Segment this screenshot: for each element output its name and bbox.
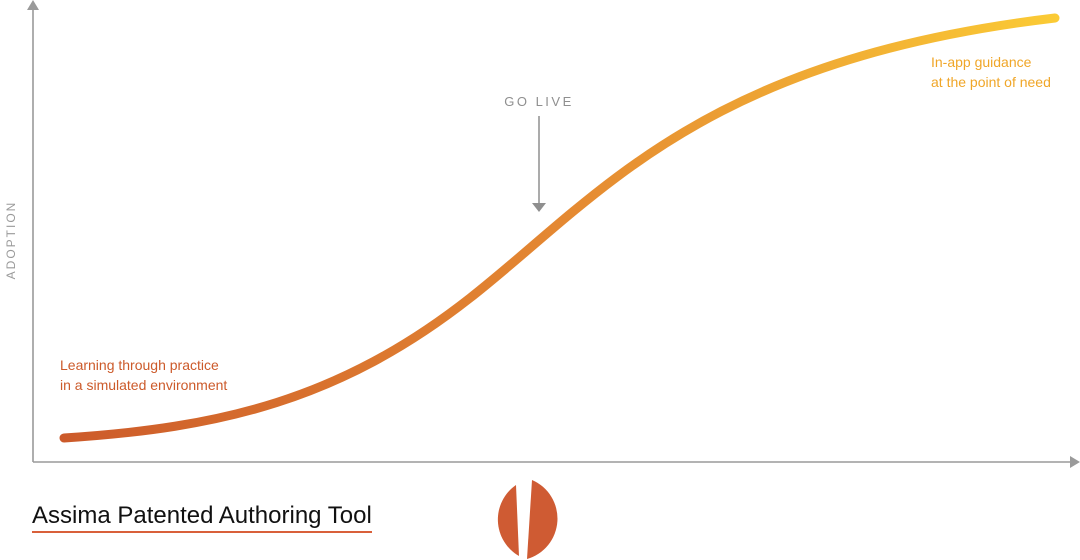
adoption-curve	[59, 13, 1060, 443]
start-annotation-line-1: Learning through practice	[60, 357, 219, 373]
go-live-label: GO LIVE	[504, 94, 574, 109]
split-circle-logo-icon	[497, 480, 558, 559]
go-live-arrowhead	[532, 203, 546, 212]
end-annotation-line-1: In-app guidance	[931, 54, 1032, 70]
logo-left-half	[497, 485, 519, 556]
end-annotation: In-app guidance at the point of need	[931, 54, 1051, 90]
y-axis-label: ADOPTION	[4, 201, 18, 280]
x-axis-arrowhead	[1070, 456, 1080, 468]
start-annotation-line-2: in a simulated environment	[60, 377, 227, 393]
y-axis-arrowhead	[27, 0, 39, 10]
end-annotation-line-2: at the point of need	[931, 74, 1051, 90]
start-annotation: Learning through practice in a simulated…	[60, 357, 227, 393]
logo-right-half	[527, 480, 558, 559]
caption-title: Assima Patented Authoring Tool	[32, 502, 372, 533]
